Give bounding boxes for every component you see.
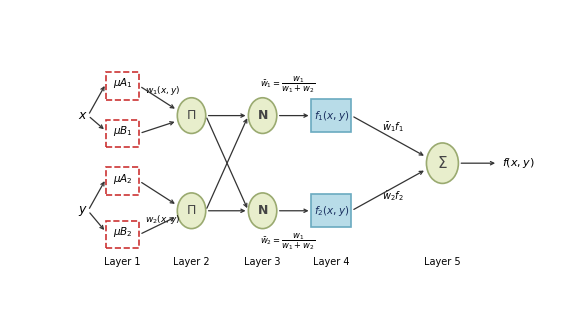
Text: $f_1(x,y)$: $f_1(x,y)$ — [314, 108, 349, 123]
Ellipse shape — [248, 193, 277, 229]
Text: $x$: $x$ — [78, 109, 88, 122]
Text: Layer 2: Layer 2 — [173, 257, 210, 267]
Text: $\bar{w}_1 = \dfrac{w_1}{w_1+w_2}$: $\bar{w}_1 = \dfrac{w_1}{w_1+w_2}$ — [260, 75, 316, 95]
Text: N: N — [257, 204, 268, 217]
Text: Layer 4: Layer 4 — [313, 257, 350, 267]
Bar — [106, 72, 139, 99]
Text: $y$: $y$ — [78, 204, 88, 218]
Bar — [106, 221, 139, 248]
Bar — [106, 120, 139, 147]
Text: N: N — [257, 109, 268, 122]
Text: $\mu A_2$: $\mu A_2$ — [113, 171, 132, 186]
Text: $\Pi$: $\Pi$ — [186, 204, 197, 217]
Text: $\bar{w}_1 f_1$: $\bar{w}_1 f_1$ — [383, 121, 404, 134]
Ellipse shape — [177, 98, 206, 133]
Text: $\mu B_2$: $\mu B_2$ — [113, 225, 132, 239]
Text: $w_2(x,y)$: $w_2(x,y)$ — [145, 213, 180, 226]
Text: $f_2(x,y)$: $f_2(x,y)$ — [314, 204, 349, 218]
Text: $\Sigma$: $\Sigma$ — [437, 155, 448, 171]
Text: $\bar{w}_2 = \dfrac{w_1}{w_1+w_2}$: $\bar{w}_2 = \dfrac{w_1}{w_1+w_2}$ — [260, 231, 316, 252]
Text: $\mu A_1$: $\mu A_1$ — [113, 76, 132, 91]
Ellipse shape — [177, 193, 206, 229]
Ellipse shape — [426, 143, 458, 184]
Text: Layer 5: Layer 5 — [424, 257, 461, 267]
Text: Layer 3: Layer 3 — [244, 257, 281, 267]
FancyBboxPatch shape — [312, 99, 351, 132]
Text: Layer 1: Layer 1 — [104, 257, 141, 267]
FancyBboxPatch shape — [312, 194, 351, 227]
Bar — [106, 167, 139, 195]
Text: $\bar{w}_2 f_2$: $\bar{w}_2 f_2$ — [383, 190, 404, 203]
Text: $w_1(x,y)$: $w_1(x,y)$ — [145, 83, 180, 96]
Text: $\mu B_1$: $\mu B_1$ — [113, 124, 132, 138]
Ellipse shape — [248, 98, 277, 133]
Text: $f(x,y)$: $f(x,y)$ — [503, 156, 535, 170]
Text: $\Pi$: $\Pi$ — [186, 109, 197, 122]
